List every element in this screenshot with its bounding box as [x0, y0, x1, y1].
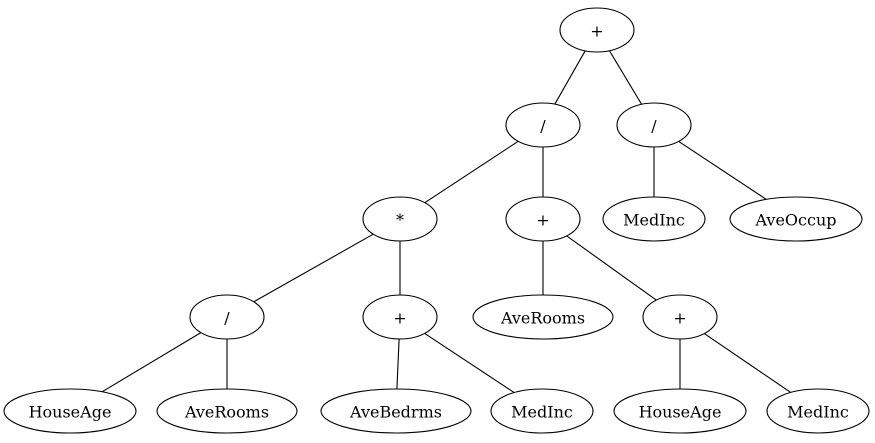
tree-node-houseage: HouseAge: [3, 388, 137, 434]
tree-node-medinc: MedInc: [602, 196, 706, 242]
edge-layer: [101, 50, 792, 394]
node-ellipse: [362, 294, 438, 340]
edge-n8-n13: [396, 338, 400, 390]
tree-node-multiply: *: [362, 196, 438, 242]
tree-node-plus: +: [362, 294, 438, 340]
node-label: MedInc: [623, 211, 685, 230]
edge-n10-n16: [703, 333, 792, 393]
tree-node-avebedrms: AveBedrms: [320, 388, 472, 434]
node-label: AveRooms: [184, 403, 269, 422]
node-layer: + / / * + MedInc AveOccup / + AveRooms + HouseAge Av…: [3, 7, 870, 434]
edge-n7-n11: [101, 332, 202, 393]
node-label: /: [540, 117, 546, 136]
node-label: *: [396, 211, 404, 230]
edge-n3-n7: [253, 233, 374, 303]
node-label: +: [590, 22, 603, 41]
node-label: AveRooms: [500, 309, 585, 328]
tree-node-averooms: AveRooms: [156, 388, 298, 434]
node-ellipse: [3, 388, 137, 434]
node-ellipse: [616, 102, 692, 148]
node-ellipse: [505, 196, 581, 242]
tree-node-plus: +: [642, 294, 718, 340]
tree-node-aveoccup: AveOccup: [729, 196, 863, 242]
edge-n1-n3: [424, 140, 519, 204]
node-ellipse: [613, 388, 747, 434]
tree-node-plus: +: [559, 7, 635, 53]
node-ellipse: [472, 294, 614, 340]
tree-node-medinc: MedInc: [490, 388, 594, 434]
edge-n0-n1: [554, 50, 586, 105]
node-label: AveOccup: [755, 211, 837, 230]
node-ellipse: [766, 388, 870, 434]
node-label: +: [393, 309, 406, 328]
tree-node-divide: /: [505, 102, 581, 148]
node-label: +: [673, 309, 686, 328]
node-ellipse: [189, 294, 265, 340]
node-ellipse: [559, 7, 635, 53]
tree-node-divide: /: [189, 294, 265, 340]
tree-node-plus: +: [505, 196, 581, 242]
node-label: /: [651, 117, 657, 136]
node-label: AveBedrms: [349, 403, 442, 422]
edge-n4-n10: [566, 235, 657, 301]
edge-n2-n6: [678, 140, 767, 200]
node-ellipse: [505, 102, 581, 148]
tree-node-averooms: AveRooms: [472, 294, 614, 340]
node-ellipse: [156, 388, 298, 434]
node-ellipse: [320, 388, 472, 434]
node-label: /: [224, 309, 230, 328]
node-label: HouseAge: [29, 403, 112, 422]
tree-node-divide: /: [616, 102, 692, 148]
node-ellipse: [362, 196, 438, 242]
node-label: HouseAge: [639, 403, 722, 422]
node-ellipse: [642, 294, 718, 340]
tree-node-houseage: HouseAge: [613, 388, 747, 434]
node-ellipse: [602, 196, 706, 242]
edge-n0-n2: [608, 50, 643, 105]
node-label: MedInc: [787, 403, 849, 422]
node-ellipse: [729, 196, 863, 242]
node-ellipse: [490, 388, 594, 434]
node-label: +: [536, 211, 549, 230]
tree-node-medinc: MedInc: [766, 388, 870, 434]
node-label: MedInc: [511, 403, 573, 422]
edge-n8-n14: [424, 332, 515, 394]
